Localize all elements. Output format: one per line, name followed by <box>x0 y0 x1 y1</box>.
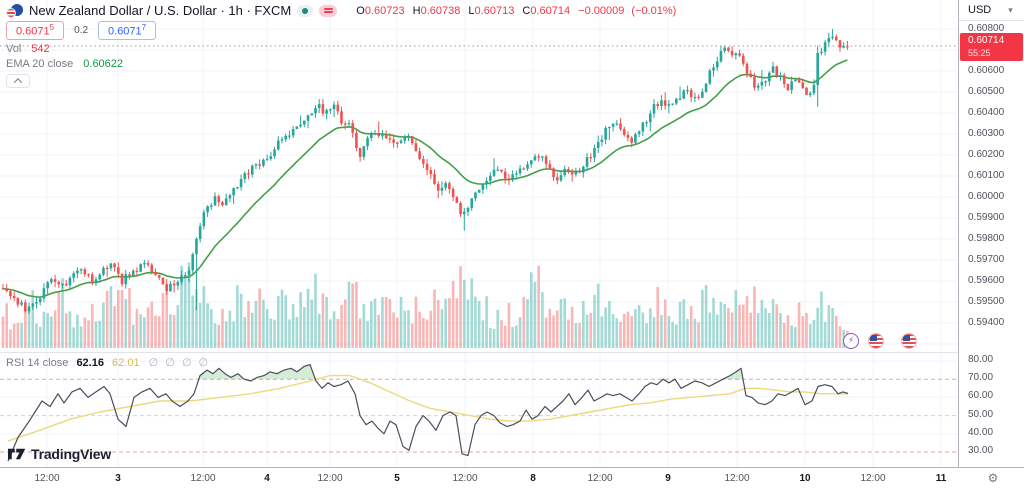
rsi-indicator-pane[interactable] <box>0 352 958 467</box>
time-scale[interactable]: 12:00 3 12:00 4 12:00 5 12:00 8 12:00 9 12:00 10 12:… <box>0 467 1024 489</box>
rsi-label: RSI 14 close <box>6 357 69 369</box>
price-tick-label: 0.60800 <box>968 23 1005 34</box>
change-percent: (−0.01%) <box>631 4 677 17</box>
sell-button[interactable]: 0.60715 <box>6 21 65 40</box>
close-label: C <box>522 4 531 17</box>
caret-down-icon: ▾ <box>1008 5 1013 15</box>
time-tick-label: 12:00 <box>724 473 750 484</box>
time-tick-label: 10 <box>799 473 811 484</box>
rsi-ma-value: 62.01 <box>112 357 140 369</box>
rsi-legend-row[interactable]: RSI 14 close 62.16 62.01 ∅ ∅ ∅ ∅ <box>6 356 210 369</box>
time-tick-label: 9 <box>665 473 671 484</box>
symbol-title[interactable]: New Zealand Dollar / U.S. Dollar · 1h · … <box>29 3 292 18</box>
instant-trading-icon[interactable]: ⚡ <box>843 333 859 349</box>
ema-value: 0.60622 <box>83 57 124 70</box>
low-label: L <box>468 4 475 17</box>
low-value: 0.60713 <box>474 4 515 17</box>
rsi-tick-label: 30.00 <box>968 445 994 456</box>
instrument-pair-logo-icon <box>6 3 23 18</box>
tradingview-logo[interactable]: TradingView <box>8 446 111 462</box>
rsi-value: 62.16 <box>76 357 104 369</box>
price-chart-canvas <box>0 0 958 352</box>
change-value: −0.00009 <box>578 4 625 17</box>
close-value: 0.60714 <box>530 4 571 17</box>
us-economic-event-flag-icon[interactable] <box>901 333 917 349</box>
tradingview-logo-text: TradingView <box>31 446 112 462</box>
time-tick-label: 12:00 <box>587 473 613 484</box>
rsi-empty-plots: ∅ ∅ ∅ ∅ <box>148 357 211 369</box>
rsi-canvas <box>0 353 958 467</box>
rsi-tick-label: 40.00 <box>968 427 994 438</box>
price-tick-label: 0.59900 <box>968 212 1005 223</box>
price-tick-label: 0.60100 <box>968 170 1005 181</box>
time-tick-label: 11 <box>935 473 947 484</box>
price-tick-label: 0.59700 <box>968 254 1005 265</box>
high-value: 0.60738 <box>420 4 461 17</box>
time-tick-label: 8 <box>530 473 536 484</box>
bar-countdown: 55:25 <box>968 48 991 58</box>
market-status-icon[interactable] <box>297 4 314 17</box>
price-tick-label: 0.60500 <box>968 86 1005 97</box>
ohlc-readout: O0.60723 H0.60738 L0.60713 C0.60714 −0.0… <box>351 5 676 17</box>
currency-selector[interactable]: USD ▾ <box>959 0 1024 21</box>
price-scale[interactable]: USD ▾ 0.60800 0.60600 0.60500 0.60400 0.6030… <box>958 0 1024 467</box>
time-tick-label: 12:00 <box>860 473 886 484</box>
price-tick-label: 0.59500 <box>968 296 1005 307</box>
spread-value: 0.2 <box>74 24 89 36</box>
time-tick-label: 12:00 <box>452 473 478 484</box>
quote-row: 0.60715 0.2 0.60717 <box>6 21 676 40</box>
volume-legend-row[interactable]: Vol 542 <box>6 43 676 55</box>
rsi-tick-label: 50.00 <box>968 409 994 420</box>
time-tick-label: 3 <box>115 473 121 484</box>
scale-settings-gear-icon[interactable]: ⚙ <box>987 471 999 485</box>
time-tick-label: 4 <box>264 473 270 484</box>
ema-label: EMA 20 close <box>6 57 74 70</box>
volume-label: Vol <box>6 42 22 55</box>
chart-legend: New Zealand Dollar / U.S. Dollar · 1h · … <box>6 3 676 88</box>
tradingview-logo-icon <box>8 448 26 460</box>
open-label: O <box>356 4 365 17</box>
last-price-badge: 0.60714 55:25 <box>960 33 1023 61</box>
symbol-row: New Zealand Dollar / U.S. Dollar · 1h · … <box>6 3 676 18</box>
open-value: 0.60723 <box>364 4 405 17</box>
time-tick-label: 12:00 <box>190 473 216 484</box>
time-tick-label: 12:00 <box>317 473 343 484</box>
time-tick-label: 12:00 <box>34 473 60 484</box>
volume-value: 542 <box>31 42 50 55</box>
high-label: H <box>412 4 421 17</box>
price-tick-label: 0.60200 <box>968 149 1005 160</box>
currency-label: USD <box>968 4 992 16</box>
rsi-tick-label: 60.00 <box>968 390 994 401</box>
price-chart-pane[interactable] <box>0 0 958 352</box>
price-tick-label: 0.60000 <box>968 191 1005 202</box>
price-tick-label: 0.59600 <box>968 275 1005 286</box>
last-price-value: 0.60714 <box>968 35 1005 46</box>
chevron-up-icon <box>13 77 23 87</box>
price-tick-label: 0.60600 <box>968 65 1005 76</box>
legend-collapse-button[interactable] <box>6 73 30 88</box>
time-tick-label: 5 <box>394 473 400 484</box>
price-tick-label: 0.60400 <box>968 107 1005 118</box>
price-tick-label: 0.59800 <box>968 233 1005 244</box>
news-list-icon[interactable] <box>319 4 338 17</box>
ema-legend-row[interactable]: EMA 20 close 0.60622 <box>6 58 676 70</box>
rsi-tick-label: 70.00 <box>968 372 994 383</box>
buy-button[interactable]: 0.60717 <box>98 21 157 40</box>
rsi-tick-label: 80.00 <box>968 354 994 365</box>
us-economic-event-flag-icon[interactable] <box>868 333 884 349</box>
price-tick-label: 0.60300 <box>968 128 1005 139</box>
price-tick-label: 0.59400 <box>968 317 1005 328</box>
